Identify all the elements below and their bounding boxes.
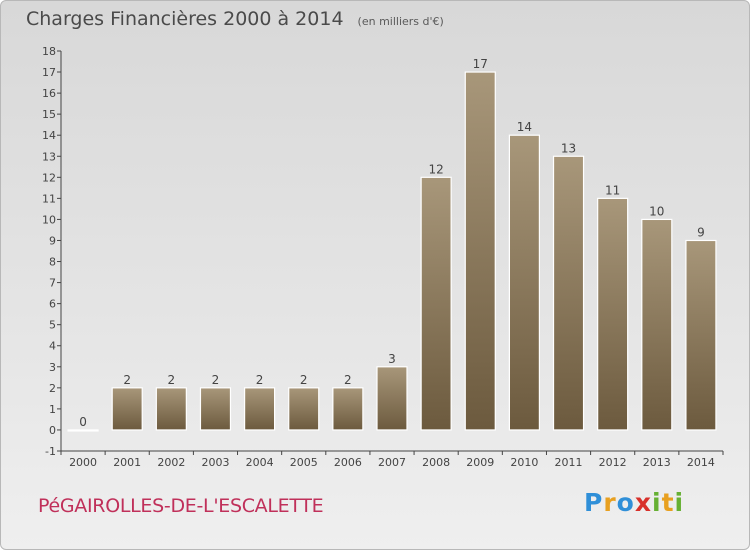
bar (685, 239, 717, 431)
value-label: 2 (123, 373, 131, 387)
x-tick-label: 2011 (555, 456, 583, 469)
y-tick-label: 12 (42, 171, 56, 184)
value-label: 14 (517, 120, 532, 134)
y-tick-label: 2 (49, 382, 56, 395)
value-label: 2 (168, 373, 176, 387)
value-label: 2 (344, 373, 352, 387)
y-tick-label: 15 (42, 108, 56, 121)
y-tick-label: 18 (42, 45, 56, 58)
title-row: Charges Financières 2000 à 2014 (en milli… (26, 8, 444, 30)
logo-letter: o (616, 488, 635, 517)
logo-letter: P (584, 488, 604, 517)
bar (67, 429, 99, 432)
y-tick-label: 13 (42, 150, 56, 163)
y-tick-label: 11 (42, 192, 56, 205)
y-tick-label: 0 (49, 424, 56, 437)
y-tick-label: -1 (45, 445, 56, 458)
commune-name: PéGAIROLLES-DE-L'ESCALETTE (38, 495, 324, 517)
labels: 0 2000 2 2001 2 2002 2 2003 2 2004 2 2005 2 2006 3 2007… (69, 57, 715, 469)
x-tick-label: 2005 (290, 456, 318, 469)
chart-title: Charges Financières 2000 à 2014 (26, 8, 344, 30)
value-label: 2 (212, 373, 220, 387)
x-tick-label: 2004 (246, 456, 274, 469)
bar (597, 197, 629, 431)
value-label: 0 (79, 415, 87, 429)
value-label: 13 (561, 141, 576, 155)
logo-letter: x (634, 488, 652, 517)
x-tick-label: 2003 (201, 456, 229, 469)
value-label: 12 (428, 162, 443, 176)
bar (552, 155, 585, 431)
value-label: 3 (388, 352, 396, 366)
logo-letter: i (674, 488, 685, 517)
x-tick-label: 2008 (422, 456, 450, 469)
value-label: 9 (697, 225, 705, 239)
y-tick-label: 1 (49, 403, 56, 416)
y-tick-label: 7 (49, 277, 56, 290)
logo-letter: r (603, 488, 617, 517)
bar (288, 387, 320, 431)
bar (641, 218, 673, 431)
value-label: 2 (300, 373, 308, 387)
bar (420, 176, 452, 431)
y-tick-label: 8 (49, 256, 56, 269)
x-tick-label: 2012 (599, 456, 627, 469)
bar (376, 366, 408, 431)
y-tick-label: 9 (49, 234, 56, 247)
x-tick-label: 2002 (157, 456, 185, 469)
bar (244, 387, 276, 431)
bar (199, 387, 232, 431)
value-label: 10 (649, 204, 664, 218)
bar (332, 387, 364, 431)
x-tick-label: 2009 (466, 456, 494, 469)
bar (464, 71, 496, 431)
y-tick-label: 10 (42, 213, 56, 226)
y-tick-label: 3 (49, 361, 56, 374)
y-tick-label: 16 (42, 87, 56, 100)
chart-subtitle: (en milliers d'€) (357, 15, 444, 28)
x-tick-label: 2001 (113, 456, 141, 469)
value-label: 2 (256, 373, 264, 387)
bar (111, 387, 143, 431)
x-tick-label: 2006 (334, 456, 362, 469)
x-tick-label: 2014 (687, 456, 715, 469)
x-tick-label: 2007 (378, 456, 406, 469)
y-tick-label: 5 (49, 319, 56, 332)
y-tick-label: 6 (49, 298, 56, 311)
proxiti-logo: Proxiti (584, 488, 684, 517)
logo-letter: t (661, 488, 675, 517)
y-tick-label: 17 (42, 66, 56, 79)
x-tick-label: 2013 (643, 456, 671, 469)
logo-letter: i (652, 488, 662, 517)
x-tick-label: 2010 (510, 456, 538, 469)
value-label: 11 (605, 183, 620, 197)
bar (155, 387, 187, 431)
bar (508, 134, 540, 431)
y-tick-label: 4 (49, 340, 56, 353)
bars (67, 71, 717, 432)
x-tick-label: 2000 (69, 456, 97, 469)
value-label: 17 (473, 57, 488, 71)
y-tick-label: 14 (42, 129, 56, 142)
